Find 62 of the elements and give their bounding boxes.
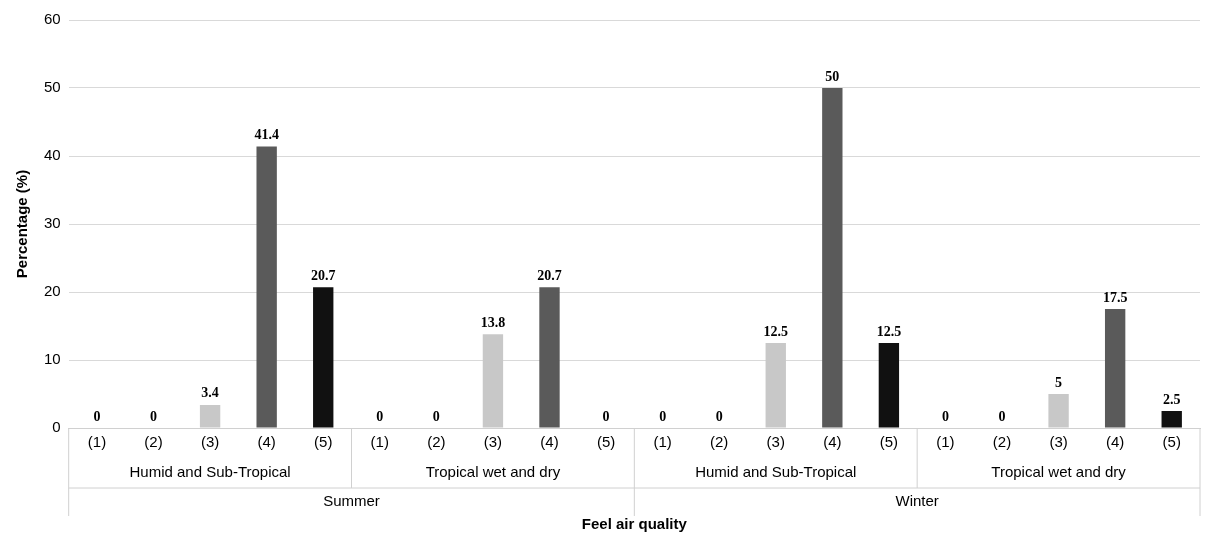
x-tick-label: (4) (823, 433, 842, 451)
data-label: 17.5 (1102, 289, 1128, 305)
bar (1104, 309, 1126, 428)
data-label: 12.5 (876, 323, 902, 339)
x-tick-label: (4) (1105, 433, 1125, 451)
data-label: 0 (941, 408, 949, 424)
text: Humid and Sub-Tropical (129, 463, 291, 481)
data-label: 0 (602, 408, 610, 424)
y-tick-label: 10 (44, 350, 61, 368)
x-tick-label: (3) (766, 433, 785, 451)
y-tick-label: 20 (44, 282, 61, 300)
data-label: 0 (432, 408, 440, 424)
x-tick-label: (3) (200, 433, 220, 451)
x-tick-label: (1) (653, 433, 672, 451)
data-label: 20.7 (310, 267, 336, 283)
bar (878, 343, 900, 428)
bar (1161, 411, 1182, 428)
x-tick-label: (3) (483, 433, 503, 451)
x-tick-label: (4) (257, 433, 276, 451)
x-tick-label: (3) (1049, 433, 1068, 451)
data-label: 2.5 (1162, 391, 1181, 407)
text: Tropical wet and dry (425, 463, 561, 481)
data-label: 20.7 (537, 267, 562, 283)
x-tick-label: (1) (370, 433, 389, 451)
x-tick-label: (5) (1162, 433, 1181, 451)
x-axis-title: Feel air quality (581, 515, 688, 533)
x-tick-label: (1) (87, 433, 107, 451)
data-label: 0 (150, 408, 158, 424)
x-tick-label: (4) (540, 433, 559, 451)
x-tick-label: (5) (596, 433, 616, 451)
text: Winter (895, 492, 939, 510)
x-tick-label: (2) (992, 433, 1012, 451)
data-label: 0 (715, 408, 723, 424)
y-tick-label: 0 (52, 418, 61, 436)
data-label: 5 (1055, 374, 1063, 390)
text: Humid and Sub-Tropical (695, 463, 857, 481)
data-label: 50 (825, 68, 840, 84)
x-tick-label: (5) (314, 433, 333, 451)
x-tick-label: (5) (879, 433, 899, 451)
data-label: 3.4 (201, 385, 219, 401)
data-label: 12.5 (763, 323, 789, 339)
x-tick-label: (1) (936, 433, 955, 451)
x-tick-label: (2) (427, 433, 446, 451)
y-tick-label: 40 (44, 146, 61, 164)
y-tick-label: 60 (44, 10, 61, 28)
x-tick-label: (2) (144, 433, 163, 451)
data-label: 0 (659, 408, 667, 424)
y-tick-label: 50 (44, 78, 61, 96)
data-label: 0 (376, 408, 384, 424)
data-label: 41.4 (254, 127, 279, 143)
bar (313, 287, 334, 428)
data-label: 0 (998, 408, 1006, 424)
bar (256, 146, 277, 428)
bar (539, 287, 560, 428)
text: Summer (323, 492, 380, 510)
data-label: 13.8 (480, 314, 506, 330)
y-axis-title: Percentage (%) (13, 169, 31, 279)
y-tick-label: 30 (44, 214, 61, 232)
text: Tropical wet and dry (991, 463, 1127, 481)
bar (822, 88, 843, 428)
data-label: 0 (93, 408, 101, 424)
x-tick-label: (2) (710, 433, 729, 451)
